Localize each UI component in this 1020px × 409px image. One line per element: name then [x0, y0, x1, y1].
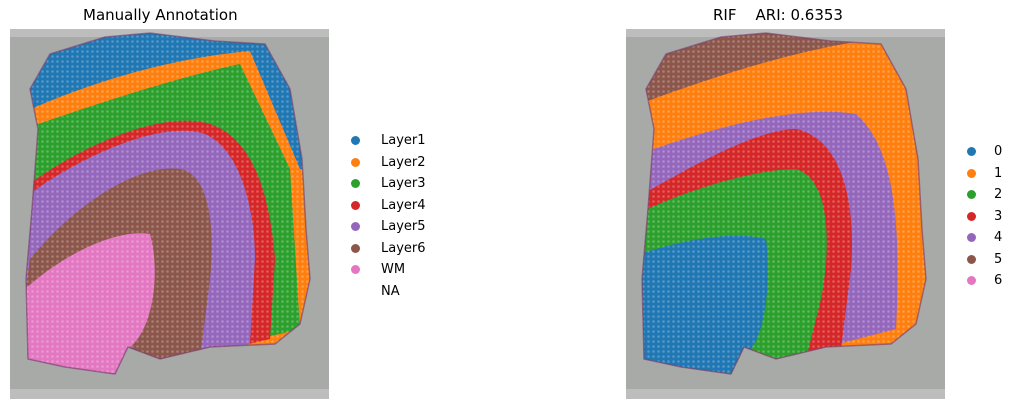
- legend-marker: [967, 147, 976, 156]
- legend-label: WM: [381, 262, 406, 277]
- legend-marker: [967, 254, 976, 264]
- legend-label: 6: [994, 273, 1003, 288]
- legend-marker: [967, 168, 976, 178]
- legend-marker: [351, 243, 360, 253]
- legend-label: Layer1: [381, 133, 426, 148]
- legend-marker: [967, 190, 976, 199]
- left-panel-title: Manually Annotation: [83, 6, 238, 24]
- legend-label: 2: [994, 187, 1003, 202]
- legend-marker: [967, 233, 976, 242]
- legend-marker: [351, 136, 360, 145]
- legend-label: Layer3: [381, 176, 426, 191]
- legend-label: Layer2: [381, 154, 426, 170]
- legend-marker: [967, 211, 976, 221]
- legend-label: 3: [994, 208, 1003, 224]
- legend-marker: [351, 222, 360, 231]
- legend-label: Layer4: [381, 197, 426, 213]
- right-tissue-image: [626, 29, 945, 399]
- legend-label: 5: [994, 251, 1003, 267]
- legend-marker: [351, 179, 360, 188]
- left-tissue-image: [10, 29, 329, 399]
- right-panel-title: RIF ARI: 0.6353: [713, 6, 843, 24]
- legend-label: Layer5: [381, 219, 426, 234]
- legend-label: 0: [994, 144, 1003, 159]
- legend-marker: [351, 157, 360, 167]
- legend-label: 1: [994, 165, 1003, 181]
- legend-marker: [351, 200, 360, 210]
- legend-label: 4: [994, 230, 1003, 245]
- legend-label: NA: [381, 283, 400, 299]
- legend-marker: [967, 276, 976, 285]
- legend-label: Layer6: [381, 240, 426, 256]
- legend-marker: [351, 265, 360, 274]
